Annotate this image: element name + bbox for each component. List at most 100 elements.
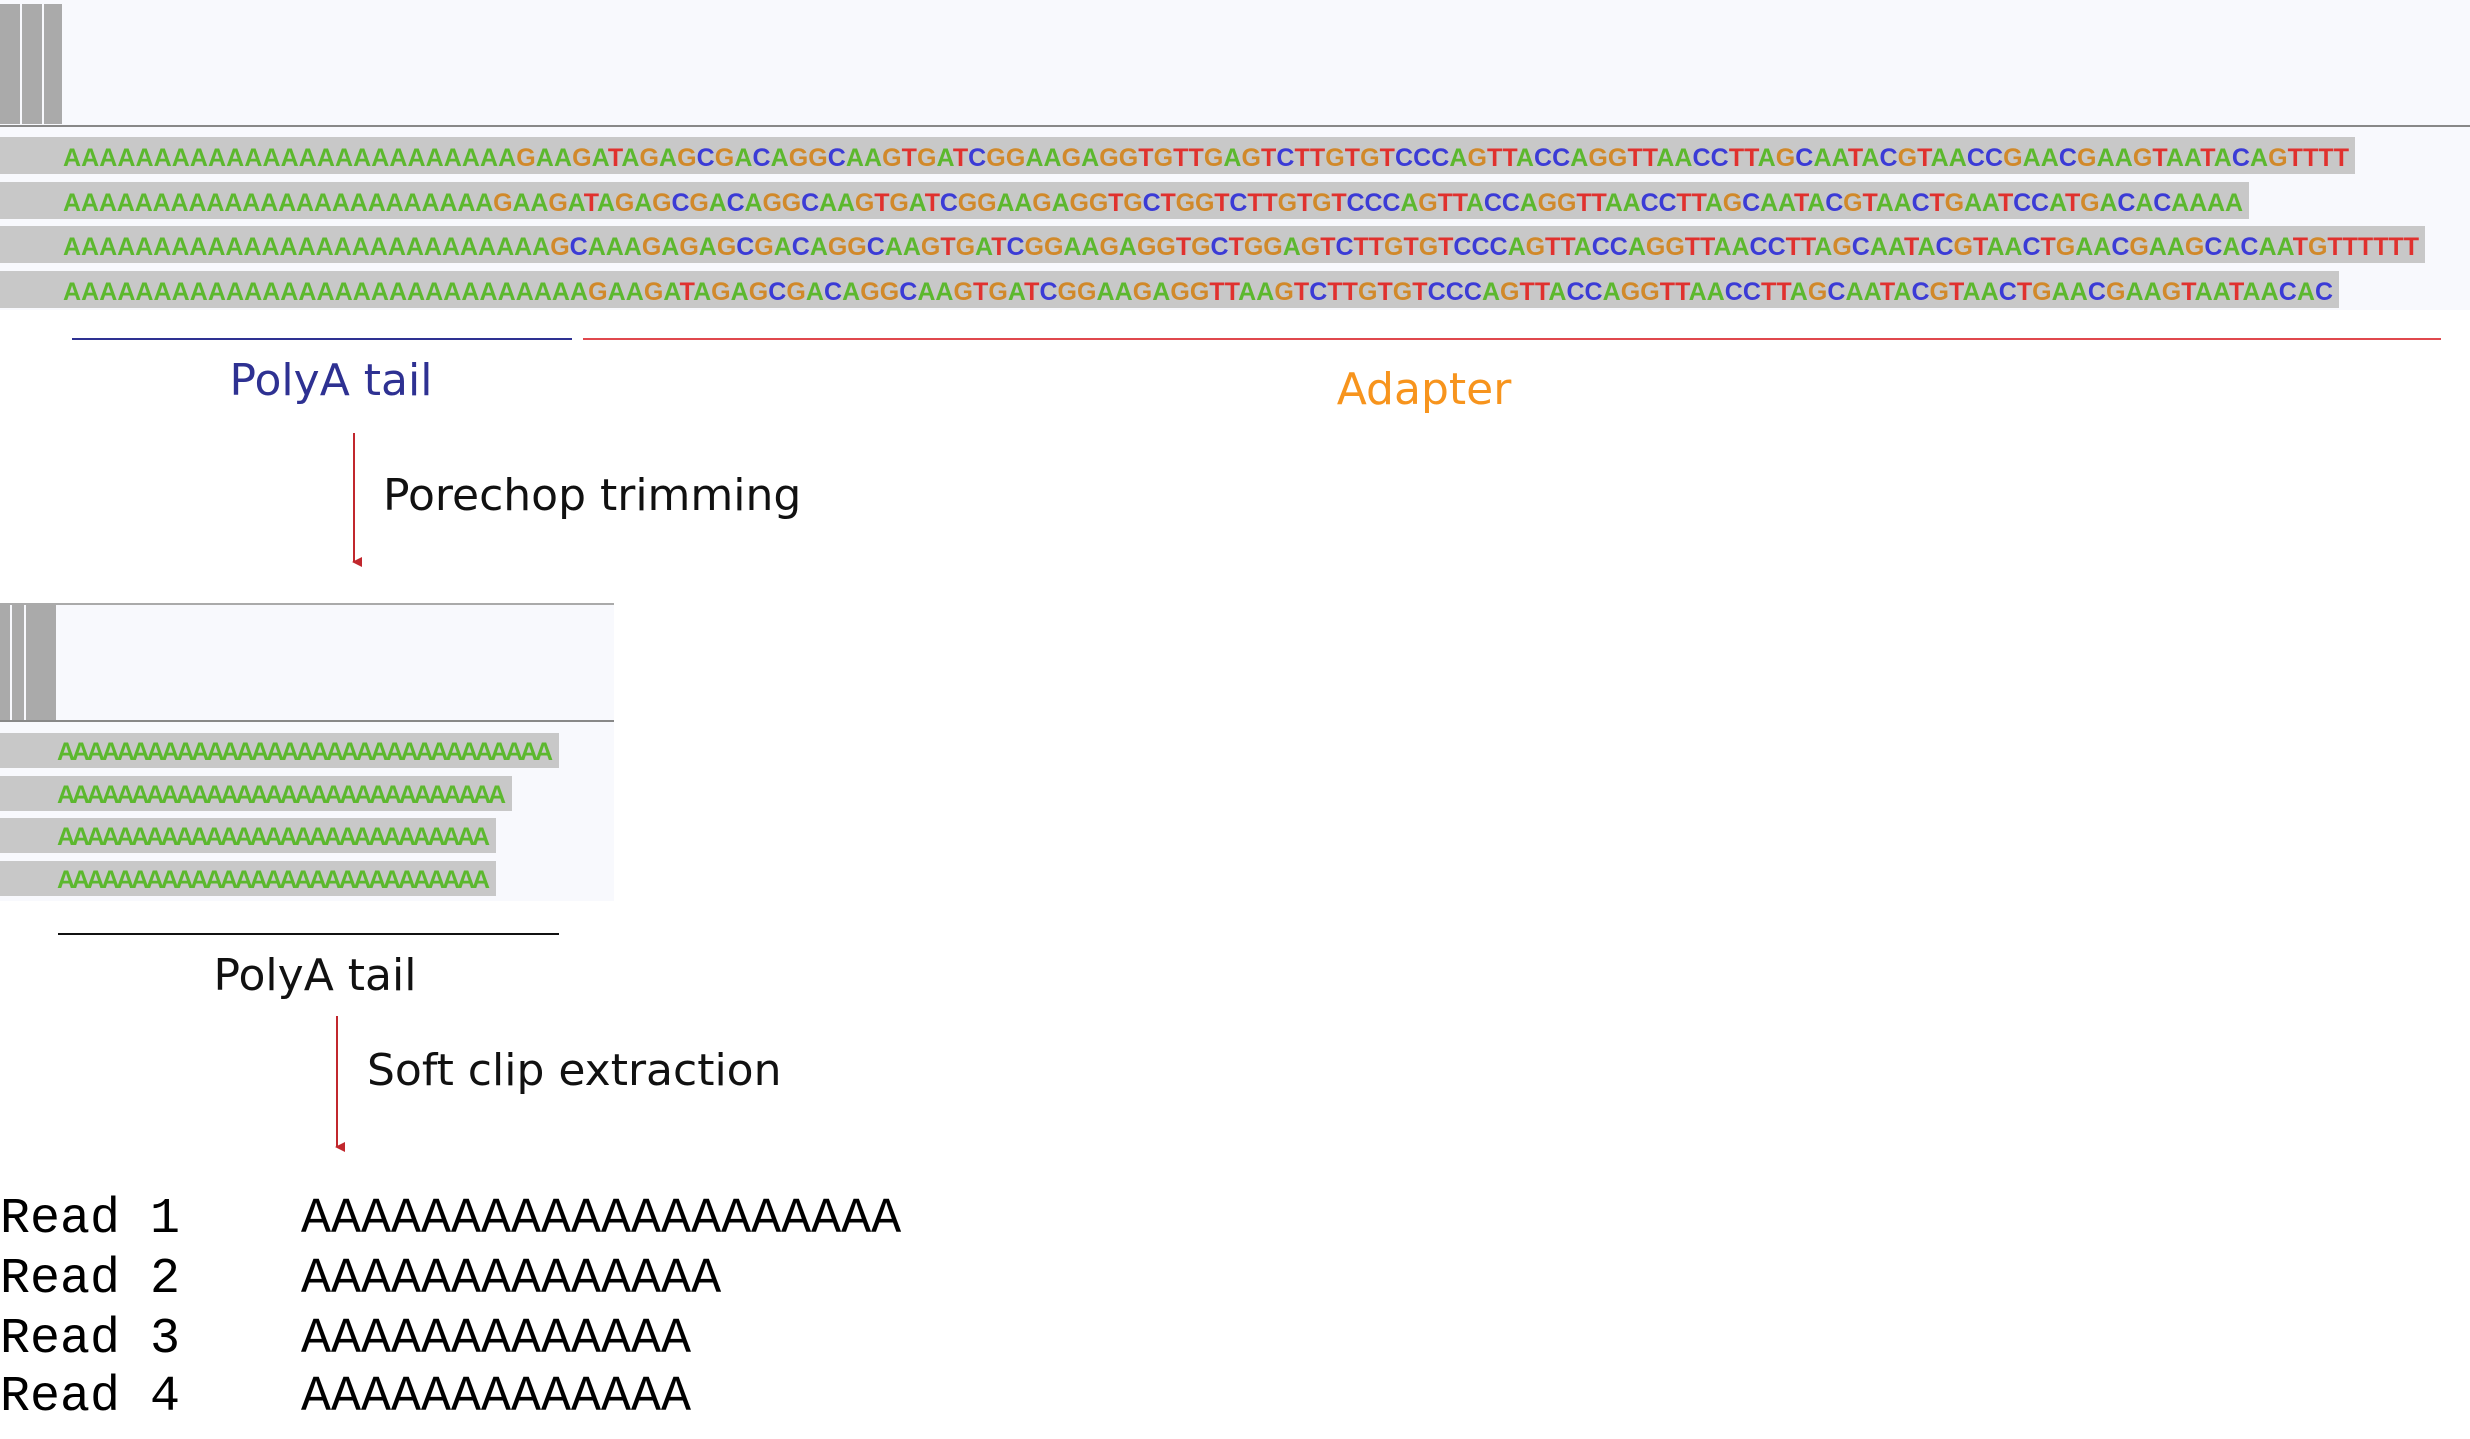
base: A xyxy=(398,866,416,894)
base: C xyxy=(1825,189,1843,217)
base: T xyxy=(1327,278,1342,306)
base: T xyxy=(2065,189,2080,217)
base: A xyxy=(386,189,404,217)
base: C xyxy=(1276,144,1294,172)
base: C xyxy=(1967,144,1985,172)
base: G xyxy=(548,189,567,217)
base: T xyxy=(1862,189,1877,217)
base: A xyxy=(532,233,550,261)
base: C xyxy=(1039,278,1057,306)
base: A xyxy=(1043,144,1061,172)
base: C xyxy=(697,144,715,172)
base: A xyxy=(937,144,955,172)
base: A xyxy=(588,233,606,261)
base: A xyxy=(490,738,508,766)
base: A xyxy=(1917,233,1935,261)
base: A xyxy=(414,781,432,809)
top-reads: AAAAAAAAAAAAAAAAAAAAAAAAAGAAGATAGAGCGACA… xyxy=(0,137,2425,308)
base: A xyxy=(63,278,81,306)
base: G xyxy=(1204,144,1223,172)
base: T xyxy=(1229,233,1244,261)
base: A xyxy=(479,278,497,306)
base: T xyxy=(1331,189,1346,217)
base: A xyxy=(1931,144,1949,172)
base: A xyxy=(520,738,538,766)
base: T xyxy=(1591,189,1606,217)
base: A xyxy=(536,144,554,172)
base: A xyxy=(480,144,498,172)
base: A xyxy=(314,189,332,217)
base: A xyxy=(335,144,353,172)
base: A xyxy=(1893,278,1911,306)
base: C xyxy=(801,189,819,217)
base: G xyxy=(855,189,874,217)
base: A xyxy=(191,781,209,809)
base: T xyxy=(902,144,917,172)
base: A xyxy=(1052,189,1070,217)
base: T xyxy=(1917,144,1932,172)
base: G xyxy=(2080,189,2099,217)
base: C xyxy=(2204,233,2222,261)
base: T xyxy=(1377,278,1392,306)
base: A xyxy=(205,823,223,851)
base: G xyxy=(889,189,908,217)
base: C xyxy=(1395,144,1413,172)
base: A xyxy=(87,738,105,766)
base: C xyxy=(1484,189,1502,217)
base: A xyxy=(294,823,312,851)
base: T xyxy=(2358,233,2373,261)
base: C xyxy=(1431,144,1449,172)
base: C xyxy=(1795,144,1813,172)
base: A xyxy=(1115,278,1133,306)
base: A xyxy=(72,781,90,809)
base: T xyxy=(1209,278,1224,306)
base: A xyxy=(299,144,317,172)
base: G xyxy=(956,233,975,261)
base: A xyxy=(242,189,260,217)
base: A xyxy=(280,781,298,809)
base: G xyxy=(988,278,1007,306)
base: A xyxy=(384,781,402,809)
base: A xyxy=(309,866,327,894)
base: T xyxy=(925,189,940,217)
base: A xyxy=(606,233,624,261)
base: A xyxy=(99,278,117,306)
base: A xyxy=(498,278,516,306)
base: G xyxy=(828,233,847,261)
base: C xyxy=(1912,189,1930,217)
base: A xyxy=(745,189,763,217)
base: C xyxy=(1502,189,1520,217)
base: A xyxy=(225,233,243,261)
base: A xyxy=(281,144,299,172)
base: A xyxy=(1656,144,1674,172)
base: G xyxy=(1077,278,1096,306)
base: A xyxy=(386,738,404,766)
base: A xyxy=(370,233,388,261)
base: C xyxy=(1534,144,1552,172)
base: A xyxy=(132,738,150,766)
base: A xyxy=(72,866,90,894)
base: A xyxy=(1152,278,1170,306)
base: T xyxy=(2334,144,2349,172)
base: A xyxy=(917,278,935,306)
base: A xyxy=(63,144,81,172)
base: C xyxy=(671,189,689,217)
base: A xyxy=(63,189,81,217)
base: C xyxy=(736,233,754,261)
base: T xyxy=(1744,144,1759,172)
base: A xyxy=(430,738,448,766)
base: C xyxy=(2232,144,2250,172)
base: A xyxy=(102,738,120,766)
base: G xyxy=(808,144,827,172)
base: A xyxy=(224,189,242,217)
base: A xyxy=(734,144,752,172)
base: A xyxy=(626,278,644,306)
base: A xyxy=(2297,278,2315,306)
base: G xyxy=(1137,233,1156,261)
base: T xyxy=(1138,144,1153,172)
base: A xyxy=(117,189,135,217)
base: T xyxy=(1794,189,1809,217)
base: A xyxy=(1081,233,1099,261)
base: A xyxy=(837,189,855,217)
base: G xyxy=(1244,233,1263,261)
